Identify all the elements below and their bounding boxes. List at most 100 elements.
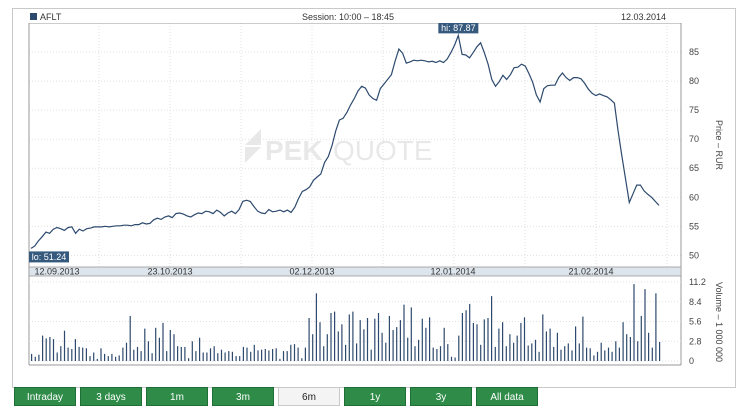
volume-bar xyxy=(520,322,522,361)
volume-bar xyxy=(622,322,624,361)
session-label: Session: 10:00 – 18:45 xyxy=(302,12,394,22)
volume-bar xyxy=(476,324,478,361)
tab-intraday[interactable]: Intraday xyxy=(14,387,76,406)
volume-bar xyxy=(582,316,584,361)
tab-3m[interactable]: 3m xyxy=(212,387,274,406)
volume-bar xyxy=(589,348,591,361)
volume-bar xyxy=(542,314,544,361)
date-tick-label: 21.02.2014 xyxy=(568,267,613,277)
volume-bar xyxy=(575,326,577,361)
volume-bar xyxy=(425,327,427,361)
volume-bar xyxy=(618,347,620,361)
volume-bar xyxy=(629,337,631,361)
price-tick-label: 60 xyxy=(689,192,699,202)
volume-bar xyxy=(122,347,124,361)
volume-bar xyxy=(195,351,197,361)
tab-1y[interactable]: 1y xyxy=(344,387,406,406)
volume-bar xyxy=(502,322,504,361)
volume-bar xyxy=(74,339,76,361)
volume-bar xyxy=(85,348,87,361)
hi-annotation-box xyxy=(438,22,479,34)
volume-bar xyxy=(151,353,153,361)
volume-bar xyxy=(655,293,657,361)
volume-bar xyxy=(439,346,442,361)
volume-bar xyxy=(308,318,310,361)
volume-tick-label: 0 xyxy=(689,356,694,366)
volume-bar xyxy=(34,356,36,361)
volume-bar xyxy=(491,296,493,361)
volume-bar xyxy=(396,327,398,361)
volume-bar xyxy=(293,344,296,361)
volume-bar xyxy=(531,343,533,361)
volume-bar xyxy=(297,347,299,361)
tab-all-data[interactable]: All data xyxy=(476,387,538,406)
volume-bar xyxy=(567,343,569,361)
volume-bar xyxy=(465,310,467,361)
volume-bar xyxy=(188,358,190,361)
volume-bar xyxy=(180,346,182,361)
price-tick-label: 80 xyxy=(689,76,699,86)
volume-bar xyxy=(469,303,471,361)
volume-bar xyxy=(250,351,252,361)
volume-bar xyxy=(155,327,157,361)
date-tick-label: 02.12.2013 xyxy=(289,267,334,277)
volume-bar xyxy=(242,346,244,361)
volume-bar xyxy=(429,317,431,361)
tab-1m[interactable]: 1m xyxy=(146,387,208,406)
volume-bar xyxy=(290,344,292,361)
price-line-series xyxy=(30,33,660,249)
chart-frame: PEK QUOTE 50 55 60 65 70 75 80 85 Price – RUR hi:… xyxy=(12,8,736,388)
volume-bar xyxy=(403,304,405,361)
volume-bar xyxy=(596,351,599,361)
volume-bar xyxy=(345,344,347,361)
lo-annotation: lo: 51.24 xyxy=(32,252,67,262)
volume-bar xyxy=(494,346,496,361)
volume-bar xyxy=(253,344,255,361)
volume-bar xyxy=(640,315,642,361)
volume-bar xyxy=(213,346,215,361)
volume-bar xyxy=(483,319,485,361)
volume-bar xyxy=(370,349,372,361)
volume-bar xyxy=(443,327,445,361)
volume-bar xyxy=(158,337,160,361)
volume-bar xyxy=(63,330,66,361)
volume-bar xyxy=(626,334,628,361)
volume-bar xyxy=(272,349,274,361)
volume-panel: 0 2.8 5.6 8.4 11.2 Volume – 1 000 000 xyxy=(29,277,724,366)
volume-bar xyxy=(366,318,369,361)
volume-bar xyxy=(246,347,248,361)
watermark-logo-icon xyxy=(245,129,261,145)
volume-bar xyxy=(604,350,606,361)
price-tick-label: 70 xyxy=(689,134,699,144)
volume-bar xyxy=(611,351,613,361)
volume-bar xyxy=(472,322,474,361)
date-tick-label: 23.10.2013 xyxy=(147,267,192,277)
volume-bar xyxy=(326,334,328,361)
volume-bar xyxy=(162,322,164,361)
volume-bar xyxy=(553,346,555,361)
volume-bar xyxy=(38,354,40,361)
volume-bar xyxy=(191,341,193,362)
volume-bar xyxy=(220,349,223,361)
volume-bar xyxy=(96,358,98,361)
volume-bar xyxy=(487,318,489,361)
volume-bar xyxy=(337,331,339,361)
volume-bar xyxy=(224,352,226,361)
volume-bar xyxy=(282,351,285,361)
tab-6m[interactable]: 6m xyxy=(278,387,340,406)
volume-bar xyxy=(45,338,47,361)
header-bar xyxy=(13,9,735,23)
volume-bar xyxy=(659,342,661,361)
volume-bar xyxy=(560,349,562,361)
lo-annotation-box xyxy=(29,251,69,263)
volume-bar xyxy=(432,347,434,361)
volume-bar xyxy=(527,345,529,361)
volume-bar xyxy=(571,350,573,361)
volume-bar xyxy=(461,313,463,361)
volume-bar xyxy=(56,352,58,361)
volume-bar xyxy=(523,317,526,361)
tab-3-days[interactable]: 3 days xyxy=(80,387,142,406)
volume-bar xyxy=(235,356,237,361)
tab-3y[interactable]: 3y xyxy=(410,387,472,406)
volume-bar xyxy=(607,347,610,361)
